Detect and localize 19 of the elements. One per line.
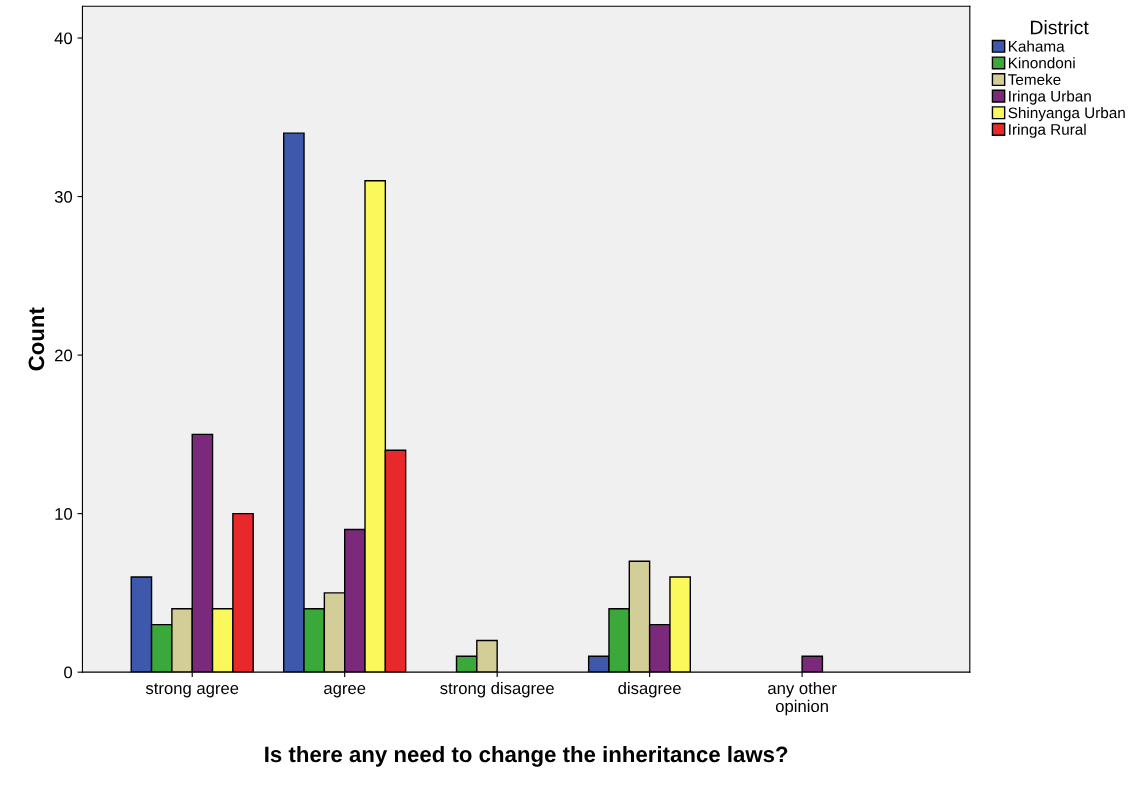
legend-title: District bbox=[1031, 20, 1089, 35]
x-axis-title: Is there any need to change the inheritance laws? bbox=[265, 745, 788, 767]
x-tick-label: strong disagree bbox=[440, 681, 554, 698]
legend-label: Temeke bbox=[1008, 73, 1061, 85]
legend-label: Iringa Rural bbox=[1009, 123, 1086, 138]
legend-label: Iringa Urban bbox=[1009, 90, 1091, 105]
legend-label: Shinyanga Urban bbox=[1008, 107, 1125, 122]
legend-label: Kinondoni bbox=[1008, 57, 1075, 69]
x-tick-label: any other opinion bbox=[768, 681, 837, 716]
y-tick-label: 40 bbox=[54, 32, 73, 45]
x-tick-label: strong agree bbox=[145, 683, 239, 698]
y-tick-label: 10 bbox=[55, 508, 73, 520]
y-axis-title: Count bbox=[28, 307, 45, 371]
y-tick-label: 0 bbox=[64, 666, 73, 679]
x-tick-label: disagree bbox=[618, 681, 681, 698]
legend-label: Kahama bbox=[1008, 40, 1065, 52]
x-tick-label: agree bbox=[324, 685, 366, 698]
y-tick-label: 20 bbox=[55, 349, 73, 362]
y-tick-label: 30 bbox=[54, 190, 73, 203]
